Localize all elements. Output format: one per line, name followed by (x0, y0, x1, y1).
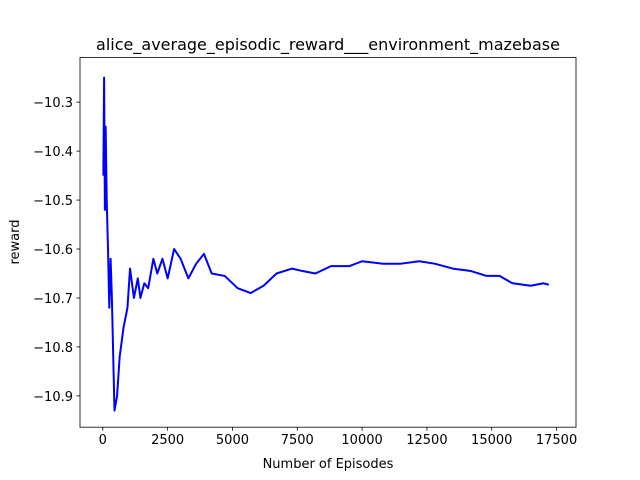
y-tick-label: −10.3 (33, 96, 73, 111)
chart-title: alice_average_episodic_reward___environm… (96, 35, 560, 55)
y-tick-label: −10.8 (33, 341, 73, 356)
x-tick-label: 5000 (216, 433, 249, 448)
y-tick-label: −10.9 (33, 390, 73, 405)
y-tick-label: −10.7 (33, 292, 73, 307)
x-tick-label: 2500 (151, 433, 184, 448)
x-tick-label: 0 (99, 433, 107, 448)
x-tick-label: 12500 (406, 433, 447, 448)
line-series (102, 76, 550, 412)
x-tick-label: 15000 (471, 433, 512, 448)
x-axis-label: Number of Episodes (263, 457, 394, 472)
x-tick-label: 7500 (281, 433, 314, 448)
plot-frame (79, 57, 577, 428)
x-tick-label: 17500 (536, 433, 577, 448)
y-tick-label: −10.4 (33, 145, 73, 160)
y-tick-label: −10.5 (33, 194, 73, 209)
x-tick-label: 10000 (341, 433, 382, 448)
y-axis-label: reward (8, 219, 23, 264)
y-tick-label: −10.6 (33, 243, 73, 258)
